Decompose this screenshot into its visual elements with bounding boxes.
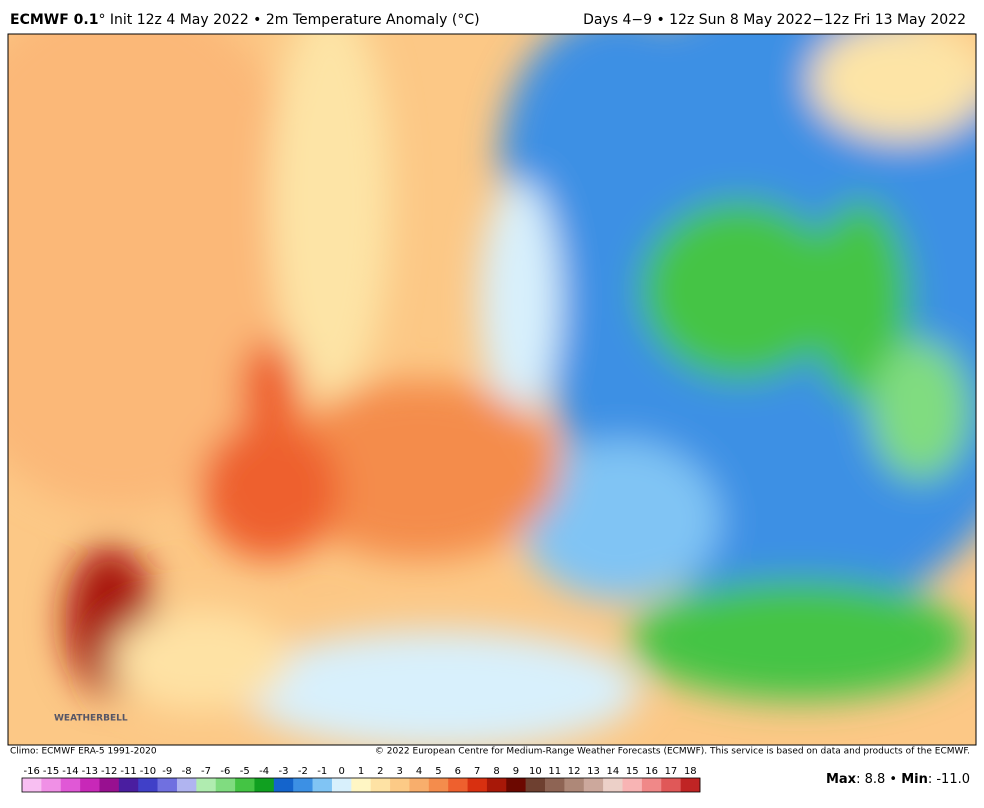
color-cell (157, 778, 178, 792)
colorbar-label: -7 (201, 766, 211, 777)
color-cell (448, 778, 468, 792)
color-cell (428, 778, 449, 792)
color-cell (99, 778, 120, 792)
colorbar-label: 15 (626, 766, 639, 777)
colorbar-label: 0 (338, 766, 344, 777)
color-cell (22, 778, 42, 792)
color-cell (661, 778, 681, 792)
colorbar-label: 5 (435, 766, 441, 777)
colorbar-frame (21, 777, 701, 793)
colorbar-label: -9 (162, 766, 172, 777)
climo: Climo: ECMWF ERA-5 1991-2020 (10, 747, 157, 757)
color-cell (622, 778, 643, 792)
color-cell (680, 778, 701, 792)
colorbar-label: -4 (259, 766, 269, 777)
title: ECMWF 0.1 (10, 12, 98, 28)
max-value: : 8.8 • (856, 772, 901, 787)
colorbar-label: 3 (397, 766, 403, 777)
colorbar-label: 6 (455, 766, 461, 777)
map-frame (7, 33, 977, 746)
color-cell (564, 778, 585, 792)
colorbar-label: -8 (182, 766, 192, 777)
color-cell (293, 778, 313, 792)
colorbar-label: -11 (120, 766, 136, 777)
colorbar-label: 12 (568, 766, 581, 777)
colorbar-label: -6 (220, 766, 230, 777)
color-cell (545, 778, 565, 792)
colorbar-label: 10 (529, 766, 542, 777)
colorbar-label: -3 (279, 766, 289, 777)
colorbar-label: -13 (82, 766, 98, 777)
colorbar-label: -10 (140, 766, 156, 777)
color-cell (273, 778, 294, 792)
color-cell (603, 778, 623, 792)
color-cell (215, 778, 236, 792)
colorbar-label: 9 (513, 766, 519, 777)
colorbar-label: -15 (43, 766, 59, 777)
color-cell (331, 778, 352, 792)
colorbar: -16 -15 -14 -13 -12 -11 -10 -9 -8 -7 -6 -5 -4 -3 -2 -1 0… (21, 766, 701, 793)
header-left: ECMWF 0.1° Init 12z 4 May 2022 • 2m Temp… (10, 12, 480, 28)
color-cell (351, 778, 371, 792)
min-value: : -11.0 (928, 772, 970, 787)
colorbar-label: 17 (665, 766, 678, 777)
color-cell (390, 778, 410, 792)
colorbar-label: 4 (416, 766, 422, 777)
color-cell (525, 778, 546, 792)
color-cell (41, 778, 62, 792)
color-cell (486, 778, 507, 792)
period: Days 4−9 • 12z Sun 8 May 2022−12z Fri 13… (583, 12, 966, 28)
color-cell (583, 778, 604, 792)
logo: WEATHERBELL (54, 714, 128, 724)
color-cell (254, 778, 275, 792)
min-label: Min (901, 772, 928, 787)
colorbar-label: -1 (317, 766, 327, 777)
colorbar-label: -2 (298, 766, 308, 777)
colorbar-label: 7 (474, 766, 480, 777)
color-cell (641, 778, 662, 792)
color-cell (138, 778, 158, 792)
colorbar-label: -16 (24, 766, 40, 777)
color-cell (80, 778, 100, 792)
color-cell (409, 778, 430, 792)
colorbar-label: -14 (62, 766, 78, 777)
color-cell (467, 778, 488, 792)
color-cell (370, 778, 391, 792)
copyright: © 2022 European Centre for Medium-Range … (375, 747, 970, 757)
color-cell (60, 778, 81, 792)
colorbar-label: 18 (684, 766, 697, 777)
color-cell (118, 778, 139, 792)
stats: Max: 8.8 • Min: -11.0 (826, 772, 970, 787)
map (8, 34, 976, 745)
color-cell (176, 778, 197, 792)
colorbar-label: 16 (645, 766, 658, 777)
colorbar-label: 1 (358, 766, 364, 777)
color-cell (506, 778, 526, 792)
colorbar-label: 8 (493, 766, 499, 777)
color-cell (196, 778, 217, 792)
color-cell (235, 778, 255, 792)
colorbar-label: 14 (606, 766, 619, 777)
color-cell (312, 778, 333, 792)
colorbar-label: 2 (377, 766, 383, 777)
colorbar-label: 11 (548, 766, 561, 777)
colorbar-label: -12 (101, 766, 117, 777)
colorbar-label: 13 (587, 766, 600, 777)
max-label: Max (826, 772, 857, 787)
subtitle: ° Init 12z 4 May 2022 • 2m Temperature A… (98, 12, 479, 28)
colorbar-label: -5 (240, 766, 250, 777)
